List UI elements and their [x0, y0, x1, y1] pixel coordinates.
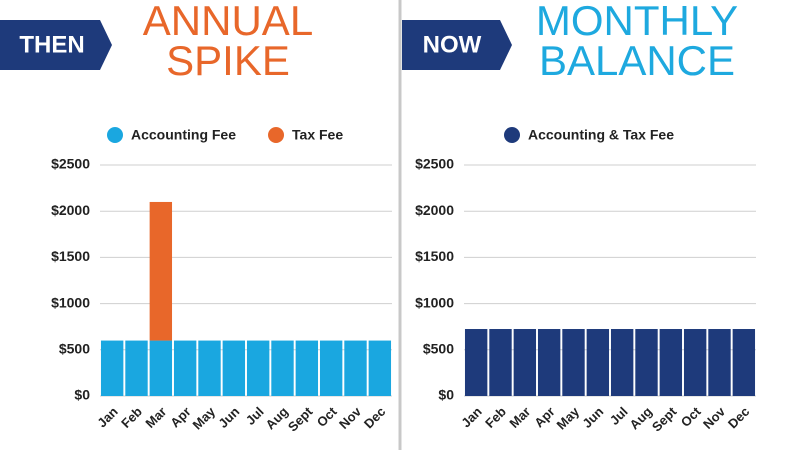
- legend-marker: [107, 127, 123, 143]
- bar: [149, 340, 173, 396]
- legend-label: Tax Fee: [292, 127, 343, 143]
- x-tick-label: Aug: [627, 404, 656, 433]
- bar: [222, 340, 246, 396]
- y-tick-label: $1500: [415, 248, 454, 264]
- x-tick-label: Jul: [243, 404, 267, 428]
- bar: [198, 340, 221, 396]
- bar: [610, 329, 634, 396]
- bar: [344, 340, 367, 396]
- chart-title: ANNUAL: [143, 0, 313, 44]
- x-tick-label: Dec: [361, 404, 388, 431]
- x-tick-label: Mar: [506, 404, 533, 431]
- x-tick-label: Dec: [725, 404, 752, 431]
- y-tick-label: $500: [59, 341, 90, 357]
- x-tick-label: Oct: [314, 403, 340, 429]
- x-tick-label: Nov: [336, 403, 365, 432]
- y-tick-label: $2500: [51, 156, 90, 172]
- x-tick-label: Jan: [458, 404, 484, 430]
- y-tick-label: $1000: [51, 294, 90, 310]
- y-tick-label: $500: [423, 341, 454, 357]
- x-tick-label: Sept: [649, 403, 680, 434]
- badge-shape: [402, 20, 512, 70]
- bar: [246, 340, 270, 396]
- badge-shape: [0, 20, 112, 70]
- legend-marker: [504, 127, 520, 143]
- y-tick-label: $0: [74, 387, 90, 403]
- x-tick-label: Nov: [700, 403, 729, 432]
- x-tick-label: May: [554, 403, 583, 432]
- y-tick-label: $2000: [415, 202, 454, 218]
- x-tick-label: Feb: [482, 404, 509, 431]
- y-tick-label: $1500: [51, 248, 90, 264]
- bar: [513, 329, 537, 396]
- bar: [489, 329, 512, 396]
- chart-title: BALANCE: [539, 37, 735, 84]
- badge-label: THEN: [19, 31, 84, 58]
- x-tick-label: Aug: [263, 404, 292, 433]
- x-tick-label: Sept: [285, 403, 316, 434]
- x-tick-label: May: [190, 403, 219, 432]
- bar: [464, 329, 488, 396]
- x-tick-label: Oct: [678, 403, 704, 429]
- y-tick-label: $2000: [51, 202, 90, 218]
- bar: [319, 340, 343, 396]
- x-tick-label: Jul: [607, 404, 631, 428]
- bar: [173, 340, 197, 396]
- x-tick-label: Jun: [579, 404, 606, 431]
- legend-label: Accounting Fee: [131, 127, 236, 143]
- bar: [271, 340, 294, 396]
- legend-label: Accounting & Tax Fee: [528, 127, 674, 143]
- bar: [562, 329, 585, 396]
- bar: [635, 329, 658, 396]
- y-tick-label: $0: [438, 387, 454, 403]
- bar: [586, 329, 610, 396]
- x-tick-label: Jan: [94, 404, 120, 430]
- bar: [125, 340, 148, 396]
- bar: [659, 329, 683, 396]
- chart-title: MONTHLY: [536, 0, 738, 44]
- y-tick-label: $1000: [415, 294, 454, 310]
- x-tick-label: Apr: [531, 404, 557, 430]
- bar: [295, 340, 319, 396]
- bar: [708, 329, 731, 396]
- legend-marker: [268, 127, 285, 143]
- bar: [683, 329, 707, 396]
- bar: [100, 340, 124, 396]
- x-tick-label: Feb: [118, 404, 145, 431]
- badge-label: NOW: [423, 31, 482, 58]
- bar: [149, 201, 173, 341]
- bar: [368, 340, 392, 396]
- x-tick-label: Jun: [215, 404, 242, 431]
- x-tick-label: Apr: [167, 404, 193, 430]
- y-tick-label: $2500: [415, 156, 454, 172]
- bar: [537, 329, 561, 396]
- x-tick-label: Mar: [142, 404, 169, 431]
- chart-title: SPIKE: [166, 37, 290, 84]
- bar: [732, 329, 756, 396]
